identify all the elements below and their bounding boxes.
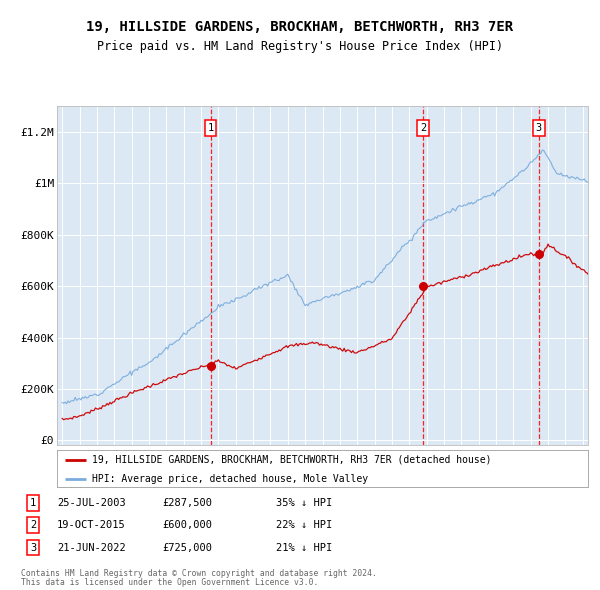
Text: 1: 1 xyxy=(30,498,36,507)
Text: 3: 3 xyxy=(536,123,542,133)
Text: 19, HILLSIDE GARDENS, BROCKHAM, BETCHWORTH, RH3 7ER: 19, HILLSIDE GARDENS, BROCKHAM, BETCHWOR… xyxy=(86,19,514,34)
Text: 25-JUL-2003: 25-JUL-2003 xyxy=(57,498,126,507)
Text: 1: 1 xyxy=(208,123,214,133)
Text: 21-JUN-2022: 21-JUN-2022 xyxy=(57,543,126,552)
Text: 2: 2 xyxy=(420,123,426,133)
Text: Contains HM Land Registry data © Crown copyright and database right 2024.: Contains HM Land Registry data © Crown c… xyxy=(21,569,377,578)
Text: 21% ↓ HPI: 21% ↓ HPI xyxy=(276,543,332,552)
Text: This data is licensed under the Open Government Licence v3.0.: This data is licensed under the Open Gov… xyxy=(21,578,319,587)
Text: HPI: Average price, detached house, Mole Valley: HPI: Average price, detached house, Mole… xyxy=(92,474,368,484)
Text: 35% ↓ HPI: 35% ↓ HPI xyxy=(276,498,332,507)
Text: 19-OCT-2015: 19-OCT-2015 xyxy=(57,520,126,530)
Text: 3: 3 xyxy=(30,543,36,552)
Text: £725,000: £725,000 xyxy=(162,543,212,552)
Text: £287,500: £287,500 xyxy=(162,498,212,507)
Text: 19, HILLSIDE GARDENS, BROCKHAM, BETCHWORTH, RH3 7ER (detached house): 19, HILLSIDE GARDENS, BROCKHAM, BETCHWOR… xyxy=(92,455,491,465)
Text: 22% ↓ HPI: 22% ↓ HPI xyxy=(276,520,332,530)
Text: £600,000: £600,000 xyxy=(162,520,212,530)
Text: Price paid vs. HM Land Registry's House Price Index (HPI): Price paid vs. HM Land Registry's House … xyxy=(97,40,503,53)
Text: 2: 2 xyxy=(30,520,36,530)
